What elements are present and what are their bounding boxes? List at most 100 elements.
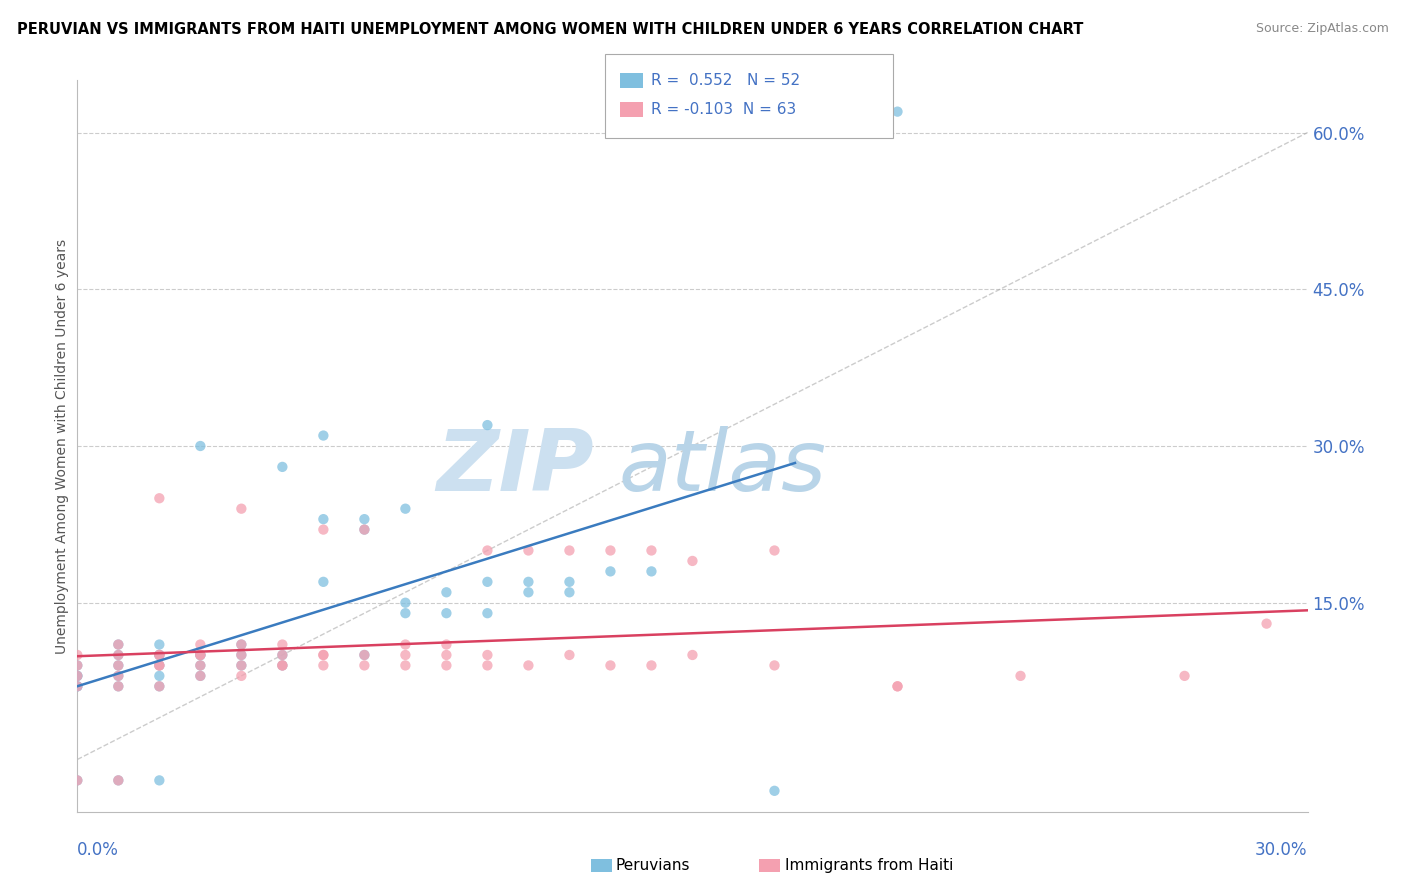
Y-axis label: Unemployment Among Women with Children Under 6 years: Unemployment Among Women with Children U… [55,238,69,654]
Text: atlas: atlas [619,426,827,509]
Point [477,418,499,433]
Text: Peruvians: Peruvians [616,858,690,872]
Point [107,679,129,693]
Point [271,648,294,662]
Point [394,658,416,673]
Point [148,638,170,652]
Point [558,543,581,558]
Point [107,638,129,652]
Point [271,658,294,673]
Point [188,648,212,662]
Point [436,648,458,662]
Point [107,669,129,683]
Point [599,543,621,558]
Point [107,658,129,673]
Text: Immigrants from Haiti: Immigrants from Haiti [785,858,953,872]
Point [353,512,375,526]
Point [763,658,786,673]
Point [107,648,129,662]
Point [231,658,253,673]
Point [148,773,170,788]
Point [148,648,170,662]
Point [107,658,129,673]
Point [66,658,89,673]
Point [231,658,253,673]
Point [353,523,375,537]
Point [66,679,89,693]
Point [188,638,212,652]
Point [107,648,129,662]
Point [640,543,662,558]
Point [188,669,212,683]
Point [312,428,335,442]
Point [107,773,129,788]
Point [517,585,540,599]
Point [148,679,170,693]
Point [353,648,375,662]
Point [188,648,212,662]
Point [436,606,458,620]
Point [107,669,129,683]
Point [353,523,375,537]
Point [763,784,786,798]
Point [107,638,129,652]
Point [886,104,908,119]
Point [66,669,89,683]
Point [394,638,416,652]
Point [886,679,908,693]
Point [640,658,662,673]
Point [231,648,253,662]
Point [1010,669,1032,683]
Point [66,658,89,673]
Point [107,773,129,788]
Point [66,773,89,788]
Point [148,658,170,673]
Text: 0.0%: 0.0% [77,841,120,859]
Point [148,658,170,673]
Point [682,554,704,568]
Point [66,669,89,683]
Point [66,648,89,662]
Point [394,648,416,662]
Point [477,658,499,673]
Point [188,658,212,673]
Text: 30.0%: 30.0% [1256,841,1308,859]
Text: R = -0.103  N = 63: R = -0.103 N = 63 [651,103,796,117]
Point [353,658,375,673]
Point [148,679,170,693]
Point [66,679,89,693]
Point [148,658,170,673]
Point [231,501,253,516]
Point [66,679,89,693]
Point [312,648,335,662]
Point [107,679,129,693]
Point [436,658,458,673]
Point [558,648,581,662]
Point [353,648,375,662]
Point [188,648,212,662]
Point [394,501,416,516]
Point [558,585,581,599]
Point [599,658,621,673]
Point [312,648,335,662]
Point [312,574,335,589]
Point [148,648,170,662]
Point [188,669,212,683]
Point [517,574,540,589]
Text: Source: ZipAtlas.com: Source: ZipAtlas.com [1256,22,1389,36]
Point [1174,669,1197,683]
Point [148,648,170,662]
Point [558,574,581,589]
Point [271,648,294,662]
Point [477,574,499,589]
Point [271,658,294,673]
Point [231,669,253,683]
Point [271,459,294,474]
Point [640,565,662,579]
Point [599,565,621,579]
Point [312,512,335,526]
Point [231,648,253,662]
Point [231,638,253,652]
Point [1256,616,1278,631]
Point [477,543,499,558]
